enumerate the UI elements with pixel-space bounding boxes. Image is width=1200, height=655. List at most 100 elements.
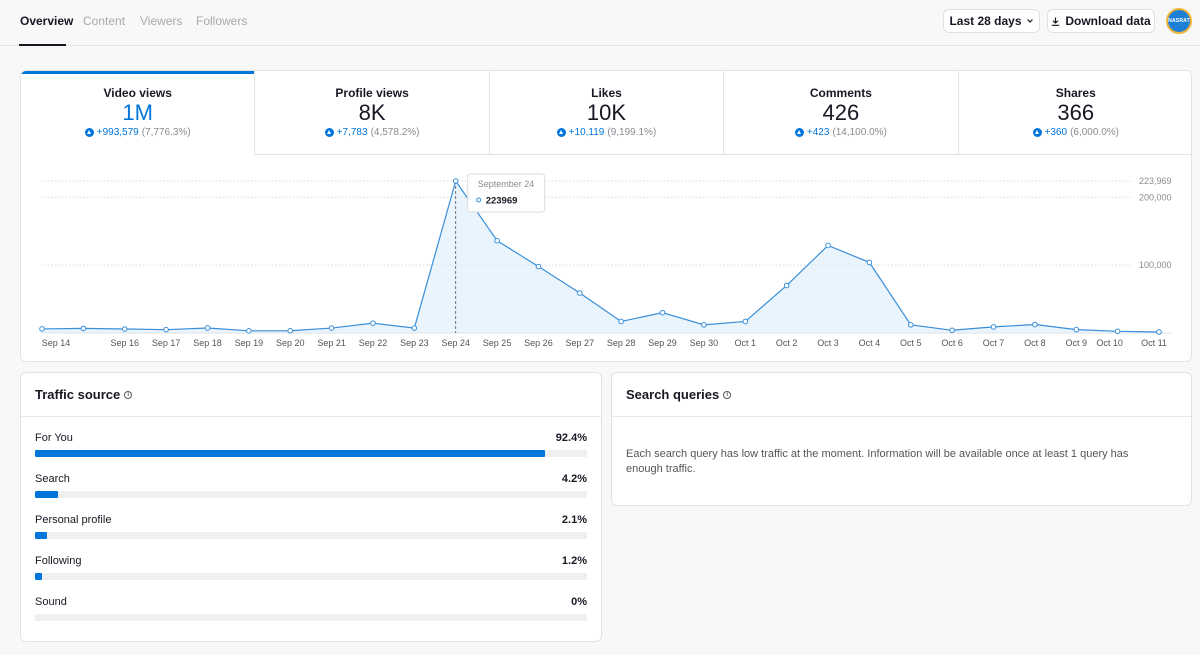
- x-tick-label: Sep 26: [524, 338, 553, 348]
- tab-followers[interactable]: Followers: [196, 14, 248, 28]
- x-tick-label: Oct 9: [1066, 338, 1088, 348]
- tooltip-value: 223969: [486, 196, 518, 207]
- traffic-source-title: Traffic source i: [35, 387, 133, 402]
- traffic-source-bar-track: [35, 491, 587, 498]
- x-tick-label: Sep 29: [648, 338, 677, 348]
- metric-likes[interactable]: Likes 10K +10,119 (9,199.1%): [489, 71, 725, 155]
- y-tick-label: 223,969: [1139, 176, 1172, 186]
- data-point: [742, 318, 749, 325]
- metric-value: 8K: [358, 100, 386, 125]
- metric-delta: +993,579 (7,776.3%): [21, 127, 254, 138]
- video-views-chart: 223,969 200,000 100,000 Sep 14 Sep 16 Sep 17 S…: [39, 173, 1172, 348]
- x-tick-label: Sep 14: [42, 338, 71, 348]
- tab-overview[interactable]: Overview: [20, 14, 74, 28]
- data-point: [577, 290, 583, 296]
- chevron-down-icon: [1026, 19, 1033, 23]
- data-point: [990, 324, 997, 330]
- divider: [21, 416, 601, 417]
- series-line: [41, 179, 1160, 333]
- arrow-up-icon: [324, 128, 334, 137]
- metric-delta-percent: (6,000.0%): [1070, 127, 1119, 138]
- traffic-source-name: For You: [35, 432, 73, 444]
- metric-profile-views[interactable]: Profile views 8K +7,783 (4,578.2%): [255, 71, 490, 155]
- metrics-row: Video views 1M +993,579 (7,776.3%) Profil…: [21, 71, 1191, 155]
- tab-viewers[interactable]: Viewers: [140, 14, 183, 28]
- traffic-source-bar-fill: [35, 532, 47, 539]
- data-point: [1073, 326, 1080, 333]
- x-tick-label: Sep 17: [152, 338, 181, 348]
- x-tick-label: Oct 6: [941, 338, 963, 348]
- arrow-up-icon: [1032, 128, 1042, 137]
- metric-shares[interactable]: Shares 366 +360 (6,000.0%): [958, 71, 1191, 155]
- data-point: [246, 328, 252, 334]
- metric-video-views[interactable]: Video views 1M +993,579 (7,776.3%): [21, 71, 256, 155]
- x-tick-label: Oct 7: [983, 338, 1005, 348]
- date-range-dropdown[interactable]: Last 28 days: [943, 9, 1040, 33]
- traffic-source-name: Sound: [35, 596, 67, 608]
- data-point: [163, 326, 169, 333]
- download-icon: [1052, 17, 1060, 26]
- traffic-source-bar-fill: [35, 573, 42, 580]
- data-point: [618, 318, 624, 325]
- metric-delta-value: +993,579: [96, 127, 139, 138]
- data-point: [535, 263, 542, 270]
- metric-label: Likes: [591, 86, 622, 100]
- metric-delta-percent: (4,578.2%): [370, 127, 420, 138]
- info-icon[interactable]: i: [723, 390, 732, 399]
- data-point: [1156, 329, 1162, 335]
- x-tick-label: Sep 24: [441, 338, 470, 348]
- traffic-source-card: Traffic source i For You 92.4% Search 4.2% P…: [20, 372, 602, 642]
- avatar[interactable]: NASRAT: [1166, 8, 1192, 34]
- metric-delta: +7,783 (4,578.2%): [255, 127, 488, 138]
- arrow-up-icon: [84, 128, 94, 137]
- active-tab-indicator: [19, 44, 66, 46]
- search-queries-title-text: Search queries: [626, 387, 720, 402]
- data-point: [783, 282, 790, 289]
- traffic-source-name: Personal profile: [35, 514, 112, 526]
- data-point: [659, 309, 666, 316]
- data-point: [1032, 321, 1038, 328]
- x-tick-label: Sep 20: [276, 338, 305, 348]
- metric-delta-value: +10,119: [568, 127, 605, 138]
- date-range-label: Last 28 days: [949, 14, 1022, 28]
- download-data-button[interactable]: Download data: [1047, 9, 1155, 33]
- x-tick-label: Sep 18: [193, 338, 222, 348]
- traffic-source-bar-track: [35, 450, 587, 457]
- x-tick-label: Sep 21: [317, 338, 346, 348]
- metric-label: Shares: [1055, 86, 1096, 100]
- metric-delta-value: +360: [1044, 127, 1068, 138]
- data-point: [949, 327, 955, 334]
- metric-label: Comments: [809, 86, 872, 100]
- info-icon[interactable]: i: [124, 390, 133, 399]
- data-point: [287, 327, 294, 334]
- x-tick-label: Sep 16: [110, 338, 139, 348]
- data-point: [452, 178, 459, 184]
- x-tick-label: Oct 3: [817, 338, 839, 348]
- arrow-up-icon: [556, 128, 566, 137]
- metric-comments[interactable]: Comments 426 +423 (14,100.0%): [724, 71, 959, 155]
- traffic-source-percent: 4.2%: [561, 473, 587, 485]
- traffic-source-percent: 2.1%: [561, 514, 587, 526]
- traffic-source-bar-track: [35, 532, 587, 539]
- traffic-source-bar-track: [35, 573, 587, 580]
- metric-label: Profile views: [335, 86, 409, 100]
- metric-value: 366: [1057, 100, 1095, 125]
- tooltip-series-marker: [476, 197, 482, 203]
- traffic-source-name: Search: [35, 473, 70, 485]
- x-tick-label: Sep 27: [566, 338, 595, 348]
- x-tick-label: Oct 11: [1141, 338, 1167, 348]
- traffic-source-bar-track: [35, 614, 587, 621]
- divider: [612, 416, 1191, 417]
- metric-delta: +360 (6,000.0%): [959, 127, 1191, 138]
- metric-label: Video views: [103, 86, 172, 100]
- metric-delta-value: +423: [806, 127, 830, 138]
- data-point: [80, 325, 87, 332]
- metric-delta: +423 (14,100.0%): [724, 127, 957, 138]
- tab-content[interactable]: Content: [83, 14, 126, 28]
- data-point: [701, 322, 707, 328]
- y-tick-label: 100,000: [1139, 260, 1172, 270]
- metric-value: 1M: [122, 100, 153, 125]
- traffic-source-bar-fill: [35, 450, 546, 457]
- data-point: [204, 325, 211, 331]
- data-point: [866, 259, 873, 266]
